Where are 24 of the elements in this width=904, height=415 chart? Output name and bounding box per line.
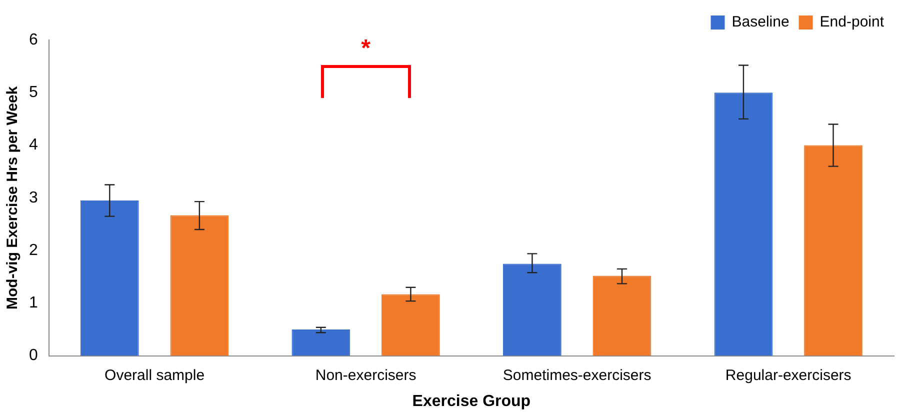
annotation: * <box>361 35 370 63</box>
legend-label: Baseline <box>732 14 790 31</box>
x-tick-label: Sometimes-exercisers <box>502 366 652 384</box>
x-tick-label: Non-exercisers <box>315 366 416 384</box>
y-axis-title: Mod-vig Exercise Hrs per Week <box>4 86 22 310</box>
bar <box>292 329 350 356</box>
bar <box>714 92 773 356</box>
y-tick-label: 3 <box>28 189 38 206</box>
bar <box>170 215 229 356</box>
bar <box>503 264 562 356</box>
y-tick-label: 0 <box>28 347 38 364</box>
x-tick-label: Regular-exercisers <box>725 366 852 384</box>
x-axis-title: Exercise Group <box>412 392 531 410</box>
bar <box>382 294 440 356</box>
legend-label: End-point <box>820 14 885 31</box>
bar <box>592 276 652 356</box>
y-tick-label: 2 <box>28 242 38 259</box>
y-tick-label: 4 <box>28 136 38 154</box>
y-tick-label: 1 <box>28 294 38 312</box>
y-tick-label: 5 <box>28 84 38 102</box>
y-tick-label: 6 <box>28 31 38 48</box>
bar <box>804 145 862 356</box>
bar <box>80 200 139 356</box>
x-tick-label: Overall sample <box>104 366 205 384</box>
